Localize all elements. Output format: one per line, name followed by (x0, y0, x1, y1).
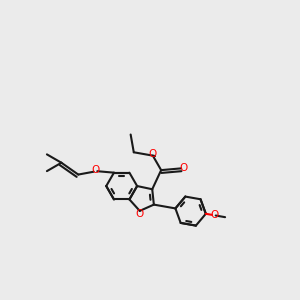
Text: O: O (136, 209, 144, 219)
Text: O: O (180, 163, 188, 173)
Text: O: O (211, 210, 219, 220)
Text: O: O (91, 165, 99, 175)
Text: O: O (149, 148, 157, 159)
